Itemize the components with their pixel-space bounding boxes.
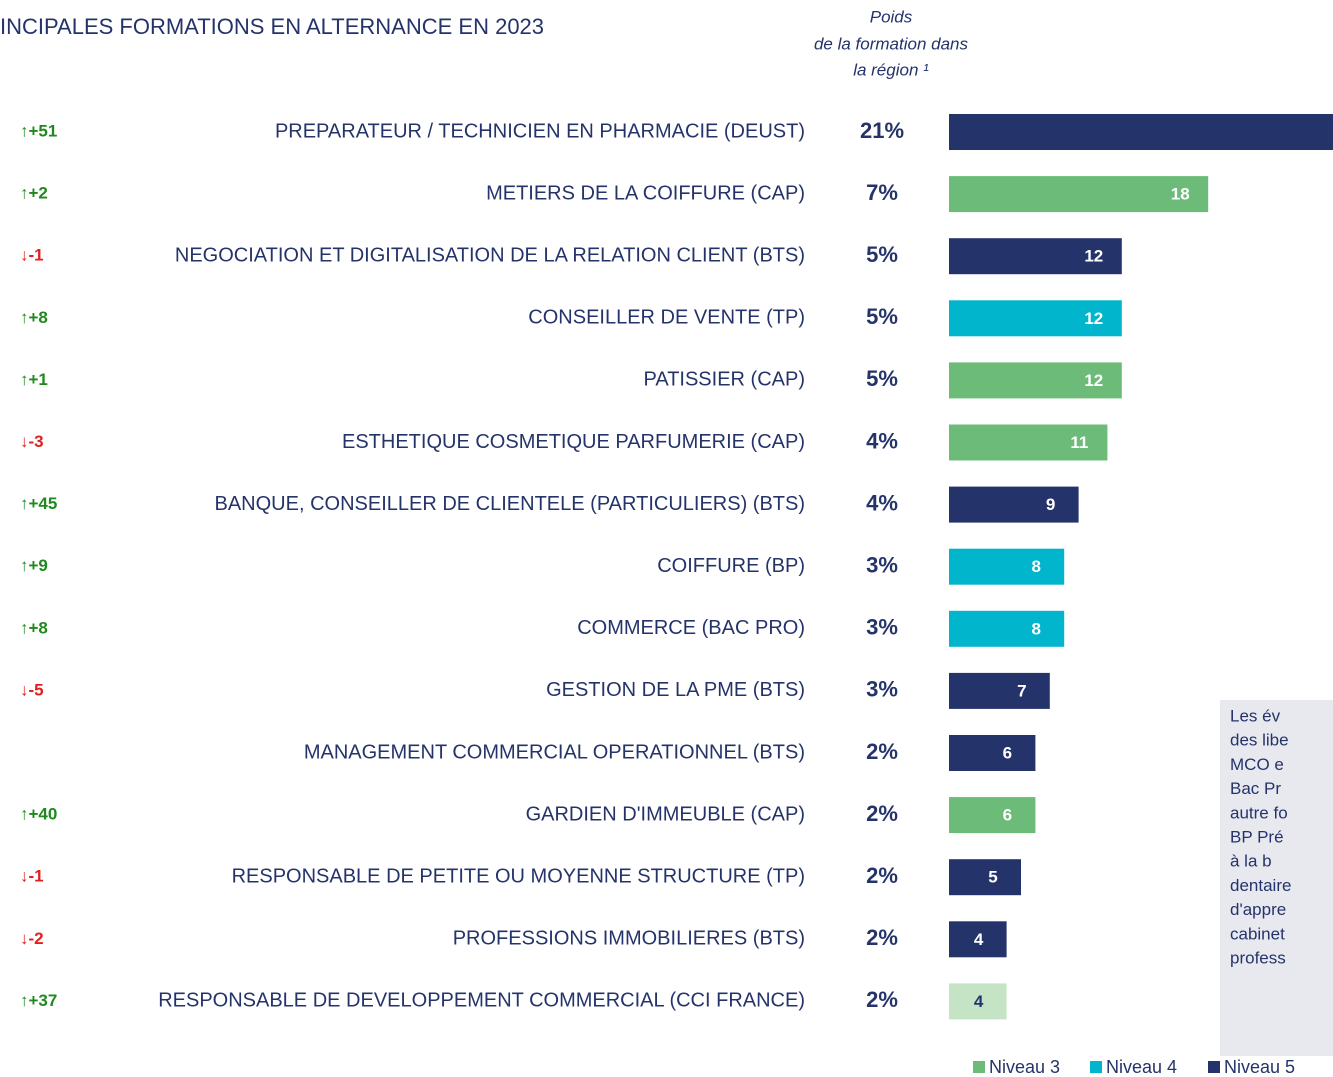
change-label: ↑+8	[20, 308, 48, 327]
value-label: 18	[1171, 185, 1190, 204]
weight-label: 21%	[860, 118, 904, 143]
bar	[949, 176, 1209, 213]
weight-label: 2%	[866, 987, 898, 1012]
change-label: ↑+9	[20, 556, 48, 575]
bar	[949, 486, 1079, 523]
change-label: ↑+51	[20, 121, 57, 140]
value-label: 11	[1070, 433, 1088, 452]
value-label: 4	[974, 992, 984, 1011]
weight-label: 5%	[866, 304, 898, 329]
category-label: NEGOCIATION ET DIGITALISATION DE LA RELA…	[175, 244, 805, 266]
annotation-line: BP Pré	[1230, 827, 1284, 846]
bar	[949, 983, 1007, 1020]
category-label: CONSEILLER DE VENTE (TP)	[528, 307, 805, 329]
category-label: PROFESSIONS IMMOBILIERES (BTS)	[453, 928, 805, 950]
change-label: ↑+45	[20, 494, 57, 513]
weight-label: 5%	[866, 242, 898, 267]
category-label: PREPARATEUR / TECHNICIEN EN PHARMACIE (D…	[275, 120, 805, 142]
bar	[949, 921, 1007, 958]
category-label: BANQUE, CONSEILLER DE CLIENTELE (PARTICU…	[215, 493, 806, 515]
bar	[949, 114, 1333, 150]
weight-label: 2%	[866, 801, 898, 826]
weight-label: 2%	[866, 925, 898, 950]
annotation-line: MCO e	[1230, 755, 1284, 774]
legend-label: Niveau 4	[1106, 1057, 1177, 1077]
bar	[949, 610, 1065, 647]
annotation-box	[1220, 700, 1333, 1056]
legend-swatch	[973, 1061, 985, 1073]
change-label: ↓-5	[20, 680, 44, 699]
value-label: 12	[1084, 371, 1103, 390]
weight-label: 4%	[866, 428, 898, 453]
bar	[949, 362, 1122, 399]
bar	[949, 424, 1108, 461]
change-label: ↑+40	[20, 805, 57, 824]
annotation-line: à la b	[1230, 852, 1272, 871]
value-label: 12	[1084, 309, 1103, 328]
category-label: COMMERCE (BAC PRO)	[577, 617, 805, 639]
bar	[949, 735, 1036, 771]
weight-header: la région ¹	[853, 60, 929, 79]
legend-swatch	[1090, 1061, 1102, 1073]
annotation-line: des libe	[1230, 731, 1289, 750]
value-label: 7	[1017, 681, 1026, 700]
annotation-line: profess	[1230, 948, 1286, 967]
weight-header: Poids	[870, 7, 913, 26]
bar	[949, 672, 1050, 709]
category-label: METIERS DE LA COIFFURE (CAP)	[486, 182, 805, 204]
weight-label: 2%	[866, 739, 898, 764]
category-label: GESTION DE LA PME (BTS)	[546, 679, 805, 701]
legend-label: Niveau 3	[989, 1057, 1060, 1077]
legend-label: Niveau 5	[1224, 1057, 1295, 1077]
category-label: ESTHETIQUE COSMETIQUE PARFUMERIE (CAP)	[342, 431, 805, 453]
change-label: ↓-1	[20, 867, 44, 886]
weight-label: 3%	[866, 553, 898, 578]
bar	[949, 797, 1036, 834]
annotation-line: Bac Pr	[1230, 779, 1281, 798]
category-label: COIFFURE (BP)	[657, 555, 805, 577]
value-label: 6	[1003, 806, 1012, 825]
bar	[949, 238, 1122, 275]
weight-label: 4%	[866, 490, 898, 515]
value-label: 4	[974, 930, 984, 949]
weight-header: de la formation dans	[814, 34, 969, 53]
annotation-line: Les év	[1230, 706, 1281, 725]
bar	[949, 300, 1122, 337]
annotation-line: cabinet	[1230, 924, 1285, 943]
annotation-line: autre fo	[1230, 803, 1288, 822]
bar	[949, 548, 1065, 585]
bar	[949, 859, 1021, 896]
value-label: 9	[1046, 495, 1055, 514]
change-label: ↓-1	[20, 246, 44, 265]
weight-label: 5%	[866, 366, 898, 391]
category-label: RESPONSABLE DE PETITE OU MOYENNE STRUCTU…	[232, 865, 805, 887]
category-label: MANAGEMENT COMMERCIAL OPERATIONNEL (BTS)	[304, 741, 805, 763]
value-label: 8	[1031, 557, 1040, 576]
category-label: PATISSIER (CAP)	[643, 369, 805, 391]
weight-label: 3%	[866, 615, 898, 640]
value-label: 12	[1084, 247, 1103, 266]
annotation-line: dentaire	[1230, 876, 1291, 895]
change-label: ↓-3	[20, 432, 44, 451]
change-label: ↑+37	[20, 991, 57, 1010]
category-label: RESPONSABLE DE DEVELOPPEMENT COMMERCIAL …	[158, 990, 805, 1012]
annotation-line: d'appre	[1230, 900, 1286, 919]
category-label: GARDIEN D'IMMEUBLE (CAP)	[526, 803, 805, 825]
legend-swatch	[1208, 1061, 1220, 1073]
weight-label: 3%	[866, 677, 898, 702]
change-label: ↑+8	[20, 618, 48, 637]
weight-label: 7%	[866, 180, 898, 205]
value-label: 8	[1031, 619, 1040, 638]
change-label: ↑+2	[20, 184, 48, 203]
change-label: ↑+1	[20, 370, 48, 389]
value-label: 5	[988, 868, 997, 887]
chart-title: INCIPALES FORMATIONS EN ALTERNANCE EN 20…	[0, 14, 544, 39]
change-label: ↓-2	[20, 929, 44, 948]
weight-label: 2%	[866, 863, 898, 888]
value-label: 6	[1003, 743, 1012, 762]
